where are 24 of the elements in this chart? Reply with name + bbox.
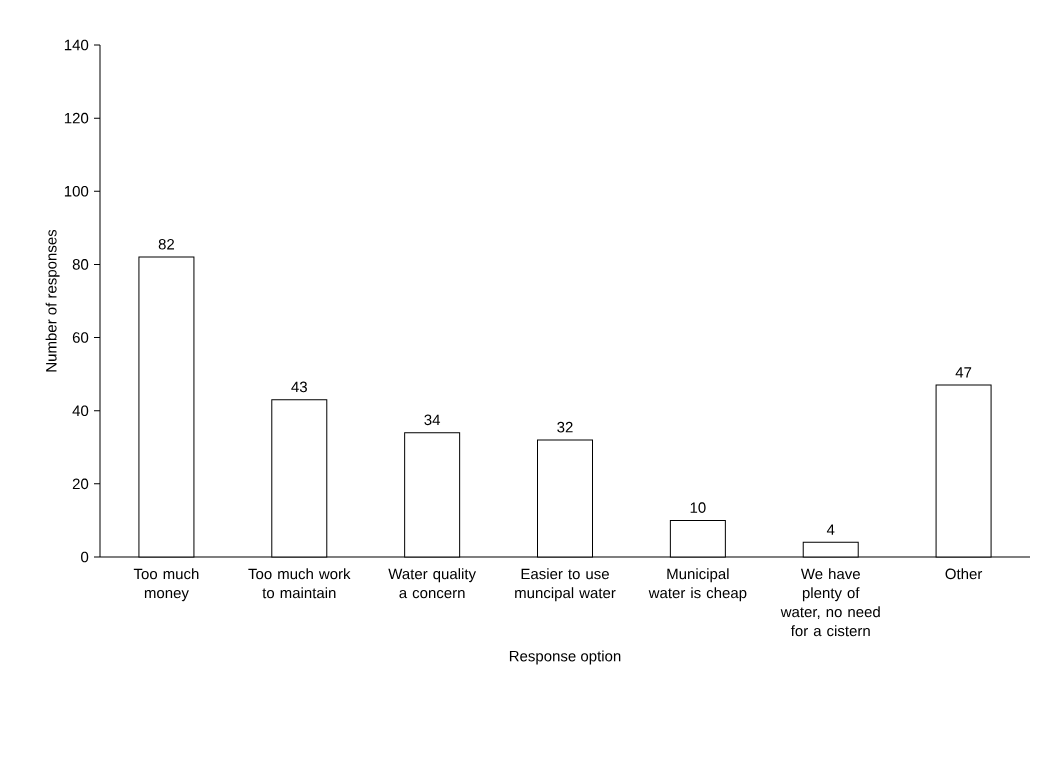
y-tick-label: 140 (64, 39, 89, 51)
x-tick-label: Easier to use muncipal water (515, 568, 616, 602)
x-tick-label: Too much work to maintain (248, 568, 351, 599)
data-label: 82 (158, 238, 175, 250)
data-label: 32 (557, 421, 573, 433)
y-tick-label: 100 (64, 185, 89, 197)
y-axis-title: Number of responses (45, 229, 60, 372)
y-tick-label: 40 (72, 405, 89, 417)
x-tick-label: Municipal water is cheap (648, 568, 747, 602)
y-tick-label: 20 (72, 478, 89, 490)
data-label: 4 (826, 524, 835, 535)
data-label: 10 (690, 502, 706, 513)
y-tick-label: 0 (81, 551, 89, 563)
x-tick-label: Water quality a concern (388, 568, 476, 599)
y-tick-label: 60 (72, 332, 89, 343)
y-tick-label: 120 (64, 112, 89, 124)
y-tick-label: 80 (72, 259, 89, 270)
data-label: 34 (424, 414, 441, 426)
x-tick-label: Too much money (133, 568, 199, 602)
x-tick-label: We have plenty of water, no need for a cistern (780, 568, 880, 637)
x-axis-title: Response option (509, 650, 621, 665)
x-tick-label: Other (945, 568, 983, 580)
data-label: 43 (291, 381, 307, 393)
data-label: 47 (955, 367, 972, 378)
